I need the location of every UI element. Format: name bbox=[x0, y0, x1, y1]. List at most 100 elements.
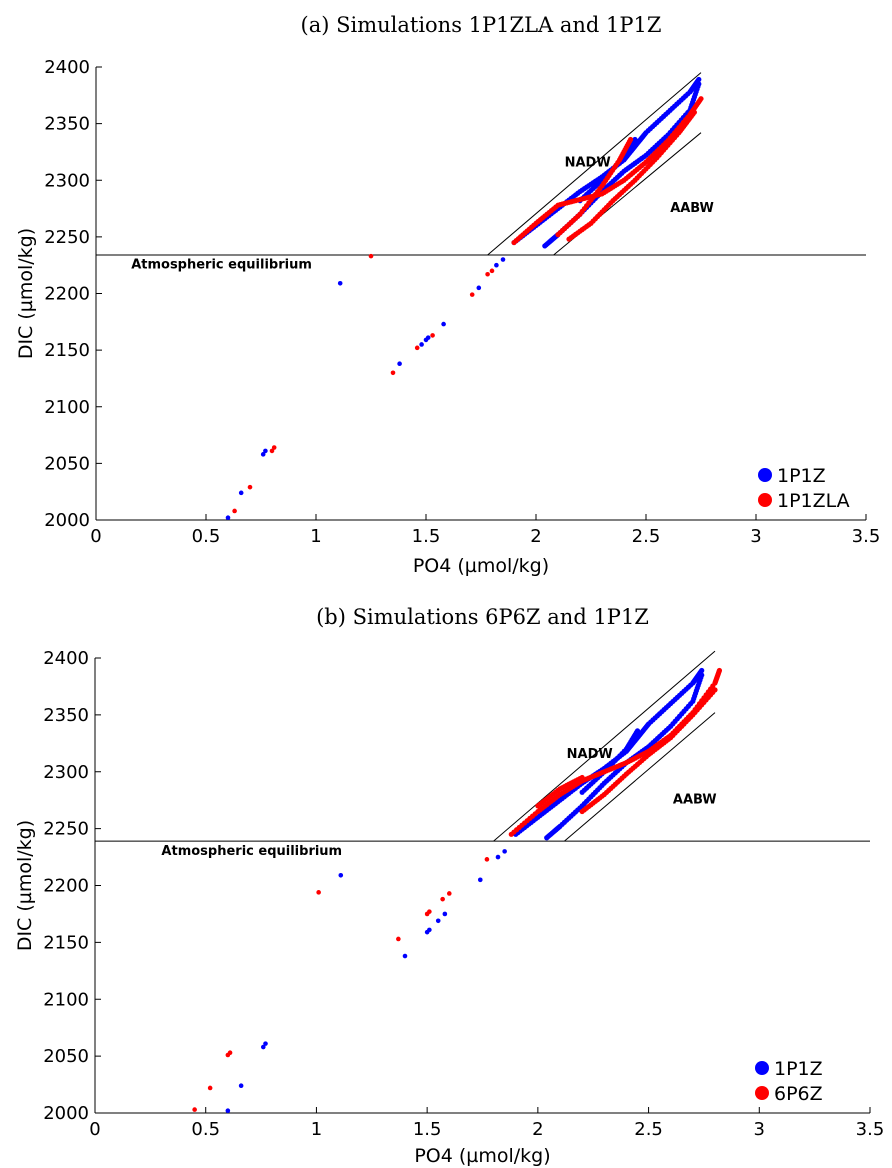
data-point bbox=[430, 333, 435, 338]
x-tick-label: 1 bbox=[311, 1119, 322, 1140]
annotation-label: NADW bbox=[565, 156, 611, 171]
legend-marker bbox=[755, 1061, 769, 1075]
data-point bbox=[699, 667, 705, 674]
x-axis-label: PO4 (µmol/kg) bbox=[413, 555, 549, 577]
data-point bbox=[716, 667, 723, 674]
data-point bbox=[502, 849, 507, 854]
data-point bbox=[446, 891, 452, 896]
data-point bbox=[192, 1107, 197, 1112]
legend-label: 6P6Z bbox=[774, 1083, 823, 1105]
y-tick-label: 2050 bbox=[44, 453, 90, 474]
data-point bbox=[269, 448, 275, 454]
series-1P1ZLA bbox=[232, 96, 704, 514]
legend-marker bbox=[758, 468, 772, 482]
data-point bbox=[207, 1085, 213, 1091]
y-axis-label: DIC (µmol/kg) bbox=[15, 228, 37, 359]
data-point bbox=[227, 1050, 233, 1056]
data-point bbox=[402, 953, 408, 959]
annotation-label: Atmospheric equilibrium bbox=[161, 844, 342, 859]
bounding-line bbox=[487, 72, 702, 256]
x-tick-label: 0.5 bbox=[192, 526, 221, 547]
panel-a: (a) Simulations 1P1ZLA and 1P1Z 0 0.5 1 1.5 2… bbox=[15, 13, 880, 577]
data-point bbox=[260, 1044, 266, 1050]
data-point bbox=[634, 728, 641, 734]
data-point bbox=[699, 672, 705, 678]
y-tick-label: 2200 bbox=[43, 876, 89, 897]
x-tick-label: 0.5 bbox=[191, 1119, 220, 1140]
data-point bbox=[263, 1041, 268, 1046]
y-tick-label: 2150 bbox=[44, 340, 90, 361]
series-6P6Z bbox=[192, 667, 723, 1112]
data-point bbox=[632, 136, 638, 143]
data-point bbox=[500, 257, 506, 262]
y-tick-label: 2250 bbox=[43, 819, 89, 840]
data-point bbox=[477, 877, 483, 883]
y-tick-label: 2250 bbox=[44, 227, 90, 248]
chart-title: (a) Simulations 1P1ZLA and 1P1Z bbox=[301, 13, 662, 37]
data-point bbox=[427, 927, 432, 933]
data-point bbox=[691, 109, 698, 115]
data-point bbox=[494, 262, 499, 268]
x-tick-label: 3 bbox=[750, 526, 761, 547]
data-point bbox=[419, 342, 424, 347]
x-tick-label: 1.5 bbox=[412, 526, 441, 547]
data-point bbox=[628, 136, 634, 143]
x-tick-label: 3.5 bbox=[852, 526, 881, 547]
data-point bbox=[368, 253, 374, 259]
data-point bbox=[484, 857, 490, 862]
annotation-label: Atmospheric equilibrium bbox=[131, 258, 312, 273]
legend-label: 1P1Z bbox=[777, 465, 826, 487]
data-point bbox=[338, 872, 344, 878]
x-axis-label: PO4 (µmol/kg) bbox=[414, 1145, 550, 1167]
legend-label: 1P1Z bbox=[774, 1058, 823, 1080]
data-point bbox=[337, 281, 343, 286]
x-tick-label: 0 bbox=[90, 526, 101, 547]
series-1P1Z bbox=[225, 667, 705, 1114]
y-tick-label: 2100 bbox=[44, 397, 90, 418]
x-tick-label: 2.5 bbox=[634, 1119, 663, 1140]
data-point bbox=[495, 854, 501, 860]
y-tick-label: 2050 bbox=[43, 1046, 89, 1067]
data-point bbox=[489, 268, 495, 274]
data-point bbox=[238, 1083, 244, 1088]
data-point bbox=[442, 911, 448, 917]
y-tick-label: 2400 bbox=[43, 648, 89, 669]
x-tick-label: 2 bbox=[530, 526, 541, 547]
data-point bbox=[225, 1108, 231, 1114]
data-point bbox=[390, 370, 396, 376]
y-tick-label: 2350 bbox=[43, 705, 89, 726]
y-tick-label: 2150 bbox=[43, 932, 89, 953]
data-point bbox=[414, 345, 420, 351]
legend-marker bbox=[755, 1086, 769, 1100]
y-tick-label: 2000 bbox=[44, 510, 90, 531]
data-point bbox=[263, 448, 268, 454]
legend-label: 1P1ZLA bbox=[777, 490, 850, 512]
chart-title: (b) Simulations 6P6Z and 1P1Z bbox=[316, 605, 649, 629]
data-point bbox=[260, 452, 266, 457]
data-point bbox=[316, 890, 321, 895]
x-tick-label: 1.5 bbox=[413, 1119, 442, 1140]
bounding-line bbox=[493, 650, 716, 842]
data-point bbox=[696, 76, 702, 83]
legend-marker bbox=[758, 493, 772, 507]
data-point bbox=[698, 96, 704, 102]
panel-b: (b) Simulations 6P6Z and 1P1Z 0 0.5 1 1.5 2 2.… bbox=[14, 605, 884, 1167]
data-point bbox=[712, 687, 718, 693]
data-point bbox=[485, 271, 490, 277]
y-tick-label: 2300 bbox=[43, 762, 89, 783]
x-tick-label: 3 bbox=[754, 1119, 765, 1140]
data-point bbox=[427, 909, 432, 914]
y-tick-label: 2400 bbox=[44, 57, 90, 78]
x-tick-label: 1 bbox=[310, 526, 321, 547]
y-tick-label: 2200 bbox=[44, 284, 90, 305]
data-point bbox=[476, 285, 482, 291]
x-tick-label: 2.5 bbox=[632, 526, 661, 547]
annotation-label: AABW bbox=[673, 793, 717, 808]
data-point bbox=[247, 484, 253, 490]
annotation-label: NADW bbox=[567, 747, 613, 762]
data-point bbox=[579, 774, 585, 781]
data-point bbox=[469, 292, 475, 297]
y-axis-label: DIC (µmol/kg) bbox=[14, 820, 36, 951]
annotation-label: AABW bbox=[670, 201, 714, 216]
